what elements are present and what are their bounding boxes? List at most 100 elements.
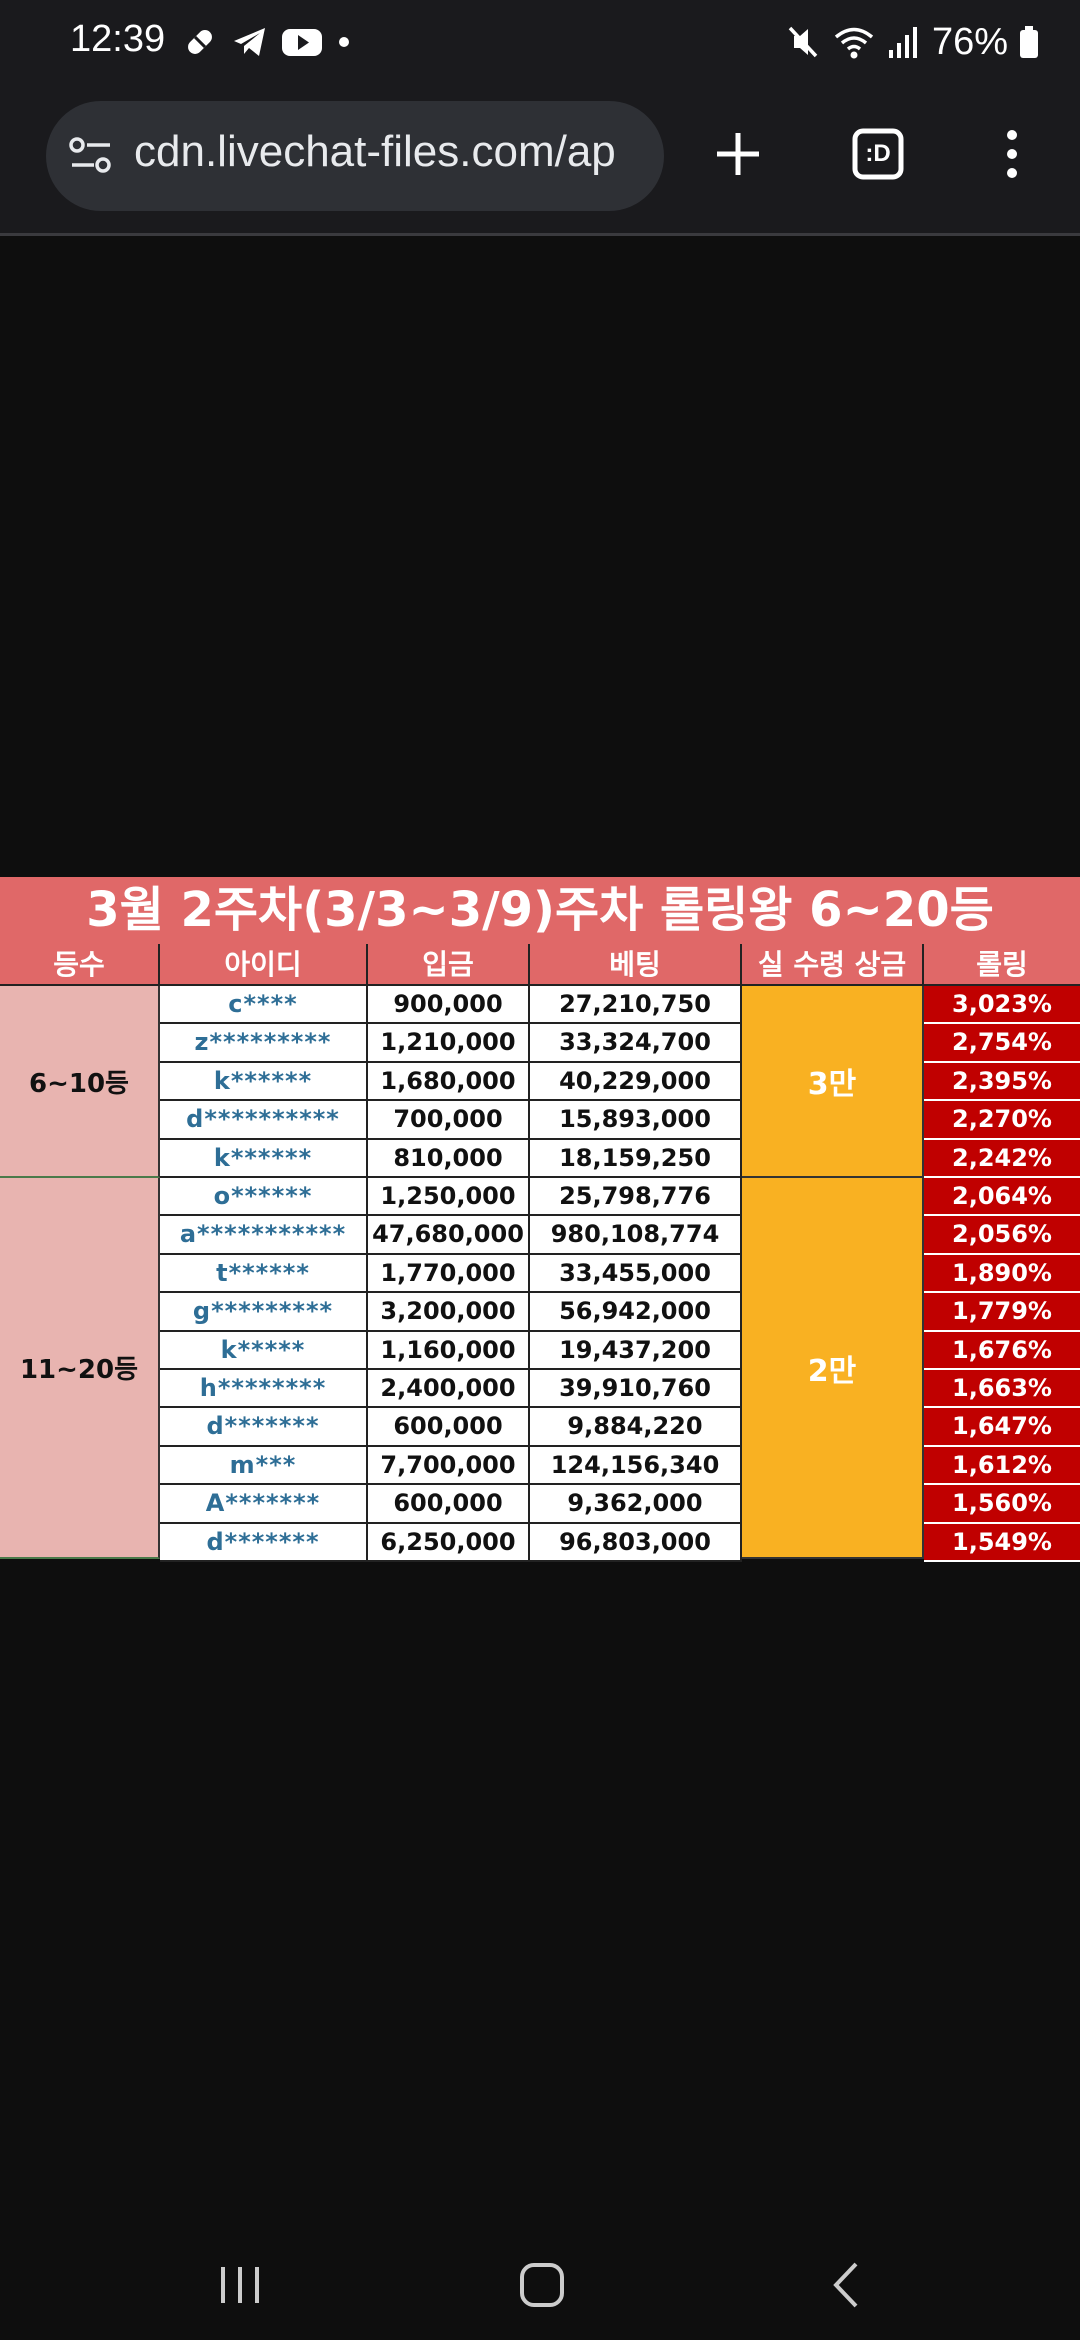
deposit-value: 3,200,000 bbox=[368, 1293, 530, 1332]
rolling-value: 1,890% bbox=[924, 1254, 1080, 1294]
rolling-value: 2,242% bbox=[924, 1139, 1080, 1178]
player-id: k****** bbox=[160, 1139, 368, 1178]
system-icons: 76% bbox=[784, 18, 1040, 66]
table-row: d******* 6,250,000 96,803,000 1,549% bbox=[160, 1523, 1080, 1562]
bet-value: 15,893,000 bbox=[530, 1101, 742, 1140]
rank-group-6-10: 6~10등 bbox=[0, 986, 160, 1178]
player-id: m*** bbox=[160, 1446, 368, 1486]
table-row: k****** 1,680,000 40,229,000 2,395% bbox=[160, 1062, 1080, 1102]
rolling-value: 2,395% bbox=[924, 1062, 1080, 1102]
home-icon bbox=[520, 2263, 564, 2307]
table-row: g********* 3,200,000 56,942,000 1,779% bbox=[160, 1293, 1080, 1332]
header-deposit: 입금 bbox=[368, 944, 530, 986]
bet-value: 40,229,000 bbox=[530, 1062, 742, 1102]
table-row: o****** 1,250,000 25,798,776 2,064% bbox=[160, 1178, 1080, 1217]
player-id: g********* bbox=[160, 1293, 368, 1332]
rolling-value: 1,676% bbox=[924, 1331, 1080, 1370]
deposit-value: 47,680,000 bbox=[368, 1216, 530, 1255]
table-row: k****** 810,000 18,159,250 2,242% bbox=[160, 1139, 1080, 1178]
rolling-value: 2,754% bbox=[924, 1024, 1080, 1063]
rank-group-11-20: 11~20등 bbox=[0, 1178, 160, 1559]
deposit-value: 600,000 bbox=[368, 1408, 530, 1447]
signal-icon bbox=[888, 27, 917, 58]
dot-icon bbox=[339, 37, 349, 47]
player-id: d********** bbox=[160, 1101, 368, 1140]
deposit-value: 810,000 bbox=[368, 1139, 530, 1178]
bet-value: 9,362,000 bbox=[530, 1485, 742, 1524]
more-vert-icon bbox=[1007, 130, 1017, 178]
tab-switcher-button[interactable]: :D bbox=[828, 104, 928, 204]
new-tab-button[interactable] bbox=[688, 104, 788, 204]
browser-toolbar: cdn.livechat-files.com/ap :D bbox=[0, 84, 1080, 236]
player-id: z********* bbox=[160, 1024, 368, 1063]
deposit-value: 1,210,000 bbox=[368, 1024, 530, 1063]
bet-value: 33,455,000 bbox=[530, 1254, 742, 1294]
recents-button[interactable] bbox=[180, 2250, 300, 2320]
rolling-value: 1,612% bbox=[924, 1446, 1080, 1486]
address-bar[interactable]: cdn.livechat-files.com/ap bbox=[46, 101, 664, 211]
rolling-value: 3,023% bbox=[924, 986, 1080, 1025]
table-row: d******* 600,000 9,884,220 1,647% bbox=[160, 1408, 1080, 1447]
deposit-value: 1,680,000 bbox=[368, 1062, 530, 1102]
deposit-value: 1,250,000 bbox=[368, 1178, 530, 1217]
player-id: h******** bbox=[160, 1370, 368, 1409]
system-nav-bar bbox=[0, 2230, 1080, 2340]
battery-percent: 76% bbox=[931, 20, 1008, 63]
rolling-value: 1,560% bbox=[924, 1485, 1080, 1524]
status-time: 12:39 bbox=[70, 18, 166, 60]
bet-value: 27,210,750 bbox=[530, 986, 742, 1025]
header-id: 아이디 bbox=[160, 944, 368, 986]
site-settings-icon[interactable] bbox=[68, 135, 114, 177]
deposit-value: 600,000 bbox=[368, 1485, 530, 1524]
bet-value: 56,942,000 bbox=[530, 1293, 742, 1332]
url-text[interactable]: cdn.livechat-files.com/ap bbox=[134, 127, 616, 176]
mute-icon bbox=[788, 26, 818, 58]
header-rank: 등수 bbox=[0, 944, 160, 986]
home-button[interactable] bbox=[482, 2250, 602, 2320]
wifi-icon bbox=[834, 27, 874, 59]
tab-switcher-icon bbox=[852, 128, 904, 180]
status-bar: 12:39 76% bbox=[0, 0, 1080, 84]
back-icon bbox=[833, 2262, 858, 2308]
table-row: d********** 700,000 15,893,000 2,270% bbox=[160, 1101, 1080, 1140]
player-id: A******* bbox=[160, 1485, 368, 1524]
player-id: t****** bbox=[160, 1254, 368, 1294]
table-row: m*** 7,700,000 124,156,340 1,612% bbox=[160, 1446, 1080, 1486]
plus-icon bbox=[717, 133, 759, 175]
player-id: c**** bbox=[160, 986, 368, 1025]
deposit-value: 900,000 bbox=[368, 986, 530, 1025]
rolling-value: 1,549% bbox=[924, 1523, 1080, 1562]
tab-switcher-label: :D bbox=[865, 140, 891, 167]
table-row: t****** 1,770,000 33,455,000 1,890% bbox=[160, 1254, 1080, 1294]
table-row: h******** 2,400,000 39,910,760 1,663% bbox=[160, 1370, 1080, 1409]
player-id: d******* bbox=[160, 1523, 368, 1562]
header-prize: 실 수령 상금 bbox=[742, 944, 924, 986]
deposit-value: 700,000 bbox=[368, 1101, 530, 1140]
menu-button[interactable] bbox=[962, 104, 1062, 204]
table-row: A******* 600,000 9,362,000 1,560% bbox=[160, 1485, 1080, 1524]
notification-icons bbox=[180, 22, 354, 62]
telegram-icon bbox=[234, 28, 265, 56]
deposit-value: 6,250,000 bbox=[368, 1523, 530, 1562]
battery-icon bbox=[1020, 26, 1038, 58]
prize-group-6-10: 3만 bbox=[742, 986, 924, 1178]
player-id: a*********** bbox=[160, 1216, 368, 1255]
deposit-value: 7,700,000 bbox=[368, 1446, 530, 1486]
rolling-value: 1,647% bbox=[924, 1408, 1080, 1447]
rolling-value: 2,064% bbox=[924, 1178, 1080, 1217]
player-id: o****** bbox=[160, 1178, 368, 1217]
youtube-icon bbox=[282, 29, 322, 56]
table-row: z********* 1,210,000 33,324,700 2,754% bbox=[160, 1024, 1080, 1063]
deposit-value: 1,160,000 bbox=[368, 1331, 530, 1370]
back-button[interactable] bbox=[786, 2250, 906, 2320]
recents-icon bbox=[221, 2267, 259, 2303]
rolling-value: 1,663% bbox=[924, 1370, 1080, 1409]
ranking-table: 3월 2주차(3/3~3/9)주차 롤링왕 6~20등 등수 아이디 입금 베팅… bbox=[0, 877, 1080, 1562]
player-id: k***** bbox=[160, 1331, 368, 1370]
bet-value: 19,437,200 bbox=[530, 1331, 742, 1370]
header-rolling: 롤링 bbox=[924, 944, 1080, 986]
rolling-value: 2,056% bbox=[924, 1216, 1080, 1255]
table-row: k***** 1,160,000 19,437,200 1,676% bbox=[160, 1331, 1080, 1370]
bet-value: 124,156,340 bbox=[530, 1446, 742, 1486]
table-title: 3월 2주차(3/3~3/9)주차 롤링왕 6~20등 bbox=[0, 877, 1080, 944]
